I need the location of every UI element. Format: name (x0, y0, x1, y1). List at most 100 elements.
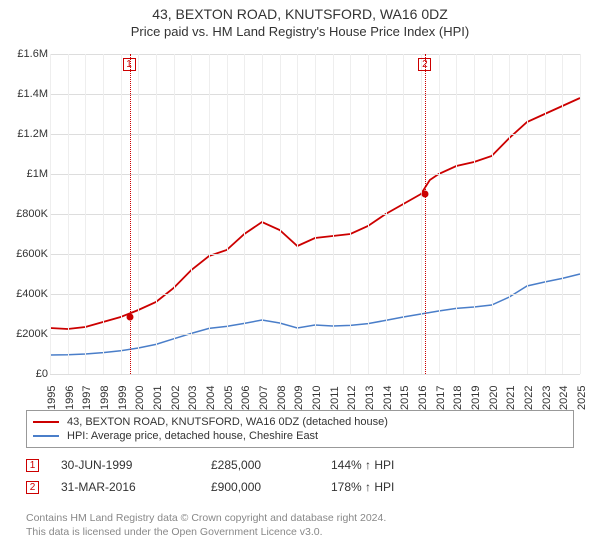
gridline-v (227, 54, 228, 374)
x-tick-label: 2004 (205, 386, 217, 410)
gridline-v (156, 54, 157, 374)
gridline-v (121, 54, 122, 374)
y-tick-label: £800K (2, 208, 48, 220)
x-tick-label: 1999 (117, 386, 129, 410)
legend-label: 43, BEXTON ROAD, KNUTSFORD, WA16 0DZ (de… (67, 416, 388, 428)
sales-row: 1 30-JUN-1999£285,000144% ↑ HPI (26, 454, 574, 476)
sales-marker: 2 (26, 481, 39, 494)
x-tick-label: 2011 (329, 386, 341, 410)
sales-date: 30-JUN-1999 (61, 458, 211, 472)
y-tick-label: £200K (2, 328, 48, 340)
page-title: 43, BEXTON ROAD, KNUTSFORD, WA16 0DZ (0, 0, 600, 22)
x-tick-label: 2013 (364, 386, 376, 410)
sales-row: 2 31-MAR-2016£900,000178% ↑ HPI (26, 476, 574, 498)
x-tick-label: 2020 (488, 386, 500, 410)
y-tick-label: £400K (2, 288, 48, 300)
gridline-v (174, 54, 175, 374)
legend: 43, BEXTON ROAD, KNUTSFORD, WA16 0DZ (de… (26, 410, 574, 448)
x-tick-label: 2021 (505, 386, 517, 410)
page-subtitle: Price paid vs. HM Land Registry's House … (0, 22, 600, 39)
x-tick-label: 2000 (134, 386, 146, 410)
gridline-v (456, 54, 457, 374)
gridline-v (315, 54, 316, 374)
x-tick-label: 2017 (435, 386, 447, 410)
gridline-v (209, 54, 210, 374)
x-tick-label: 2008 (276, 386, 288, 410)
price-chart: £0£200K£400K£600K£800K£1M£1.2M£1.4M£1.6M… (50, 54, 580, 374)
footnote: Contains HM Land Registry data © Crown c… (26, 512, 574, 539)
footnote-line-1: Contains HM Land Registry data © Crown c… (26, 512, 386, 524)
y-tick-label: £600K (2, 248, 48, 260)
gridline-v (386, 54, 387, 374)
legend-swatch (33, 421, 59, 423)
gridline-v (580, 54, 581, 374)
y-tick-label: £1.2M (2, 128, 48, 140)
x-tick-label: 2006 (240, 386, 252, 410)
sales-price: £900,000 (211, 480, 331, 494)
y-tick-label: £1.6M (2, 48, 48, 60)
plot-area: £0£200K£400K£600K£800K£1M£1.2M£1.4M£1.6M… (50, 54, 580, 374)
x-tick-label: 2005 (223, 386, 235, 410)
x-tick-label: 2018 (452, 386, 464, 410)
gridline-v (439, 54, 440, 374)
x-tick-label: 2023 (541, 386, 553, 410)
x-tick-label: 2002 (170, 386, 182, 410)
x-tick-label: 1995 (46, 386, 58, 410)
gridline-v (368, 54, 369, 374)
sale-point (126, 314, 133, 321)
sales-date: 31-MAR-2016 (61, 480, 211, 494)
footnote-line-2: This data is licensed under the Open Gov… (26, 526, 323, 538)
x-tick-label: 2015 (399, 386, 411, 410)
sale-vline (130, 54, 131, 374)
y-tick-label: £1.4M (2, 88, 48, 100)
gridline-v (562, 54, 563, 374)
sale-marker-box: 1 (123, 58, 136, 71)
y-tick-label: £1M (2, 168, 48, 180)
gridline-v (103, 54, 104, 374)
gridline-v (50, 54, 51, 374)
legend-row: 43, BEXTON ROAD, KNUTSFORD, WA16 0DZ (de… (33, 415, 567, 429)
y-tick-label: £0 (2, 368, 48, 380)
x-tick-label: 2009 (293, 386, 305, 410)
legend-label: HPI: Average price, detached house, Ches… (67, 430, 318, 442)
x-tick-label: 2001 (152, 386, 164, 410)
gridline-v (333, 54, 334, 374)
legend-swatch (33, 435, 59, 437)
sale-point (422, 191, 429, 198)
gridline-v (509, 54, 510, 374)
sales-hpi: 144% ↑ HPI (331, 458, 451, 472)
x-tick-label: 1998 (99, 386, 111, 410)
x-tick-label: 2007 (258, 386, 270, 410)
gridline-v (403, 54, 404, 374)
gridline-v (138, 54, 139, 374)
gridline-v (545, 54, 546, 374)
x-tick-label: 1996 (64, 386, 76, 410)
gridline-v (85, 54, 86, 374)
x-tick-label: 1997 (81, 386, 93, 410)
gridline-v (191, 54, 192, 374)
sale-marker-box: 2 (418, 58, 431, 71)
gridline-h (50, 374, 580, 375)
gridline-v (492, 54, 493, 374)
x-tick-label: 2003 (187, 386, 199, 410)
x-tick-label: 2010 (311, 386, 323, 410)
legend-row: HPI: Average price, detached house, Ches… (33, 429, 567, 443)
sales-price: £285,000 (211, 458, 331, 472)
x-tick-label: 2014 (382, 386, 394, 410)
gridline-v (297, 54, 298, 374)
gridline-v (244, 54, 245, 374)
x-tick-label: 2022 (523, 386, 535, 410)
sales-hpi: 178% ↑ HPI (331, 480, 451, 494)
gridline-v (527, 54, 528, 374)
x-tick-label: 2019 (470, 386, 482, 410)
x-tick-label: 2016 (417, 386, 429, 410)
gridline-v (280, 54, 281, 374)
gridline-v (421, 54, 422, 374)
gridline-v (68, 54, 69, 374)
gridline-v (474, 54, 475, 374)
sales-marker: 1 (26, 459, 39, 472)
x-tick-label: 2012 (346, 386, 358, 410)
x-tick-label: 2024 (558, 386, 570, 410)
sales-table: 1 30-JUN-1999£285,000144% ↑ HPI 2 31-MAR-20… (26, 454, 574, 498)
gridline-v (350, 54, 351, 374)
